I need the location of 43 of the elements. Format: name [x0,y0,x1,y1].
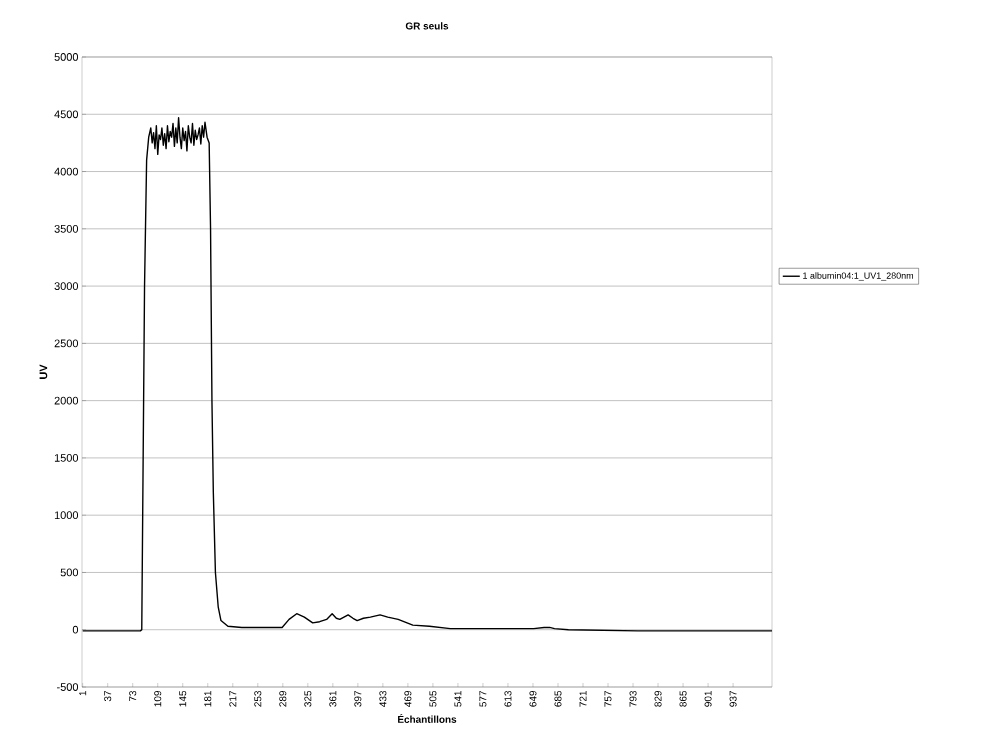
x-tick-label: 253 [254,690,262,707]
x-tick-label: 829 [654,690,662,707]
x-tick-label: 145 [179,690,187,707]
x-tick-label: 757 [604,691,612,707]
x-tick-label: 469 [404,690,412,707]
x-tick-label: 937 [729,691,737,707]
x-tick-label: 325 [304,690,312,707]
x-tick-label: 361 [329,691,337,707]
x-tick-label: 721 [579,691,587,707]
legend-label: 1 albumin04:1_UV1_280nm [803,272,914,281]
x-tick-label: 865 [679,690,687,707]
x-tick-label: 181 [204,691,212,707]
x-tick-label: 217 [229,691,237,707]
y-tick-label: -500 [57,683,79,691]
y-tick-label: 0 [72,625,79,634]
x-tick-label: 397 [354,691,362,707]
x-tick-label: 1 [79,691,87,696]
y-tick-label: 2500 [54,339,79,348]
y-tick-label: 1000 [54,511,79,520]
y-tick-label: 4000 [54,167,79,176]
x-tick-label: 505 [429,690,437,707]
x-tick-label: 577 [479,691,487,707]
y-tick-label: 3000 [54,282,79,290]
x-tick-label: 433 [379,690,387,707]
chart-title: GR seuls [405,22,449,30]
x-tick-label: 73 [129,690,137,702]
x-tick-label: 793 [629,690,637,707]
x-tick-label: 109 [154,690,162,707]
x-tick-label: 613 [504,690,512,707]
x-axis-title: Échantillons [398,713,457,723]
x-tick-label: 901 [704,691,712,707]
y-tick-label: 3500 [54,224,79,233]
x-tick-label: 649 [529,690,537,707]
y-tick-label: 5000 [54,53,79,61]
x-tick-label: 289 [279,690,287,707]
y-tick-label: 1500 [54,454,79,462]
x-tick-label: 685 [554,690,562,707]
y-axis-title: UV [39,364,48,379]
y-tick-label: 4500 [54,110,79,119]
y-tick-label: 2000 [54,396,79,405]
x-tick-label: 541 [454,691,462,707]
y-tick-label: 500 [60,568,79,577]
x-tick-label: 37 [104,691,112,702]
